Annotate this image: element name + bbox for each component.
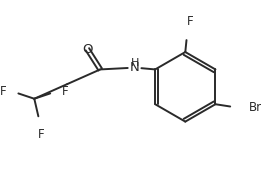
Text: H: H xyxy=(131,58,139,68)
Text: F: F xyxy=(0,85,7,98)
Text: F: F xyxy=(37,128,44,141)
Text: F: F xyxy=(187,15,193,28)
Text: Br: Br xyxy=(248,101,261,114)
Text: N: N xyxy=(130,61,140,74)
Text: F: F xyxy=(62,85,68,98)
Text: O: O xyxy=(82,43,93,56)
